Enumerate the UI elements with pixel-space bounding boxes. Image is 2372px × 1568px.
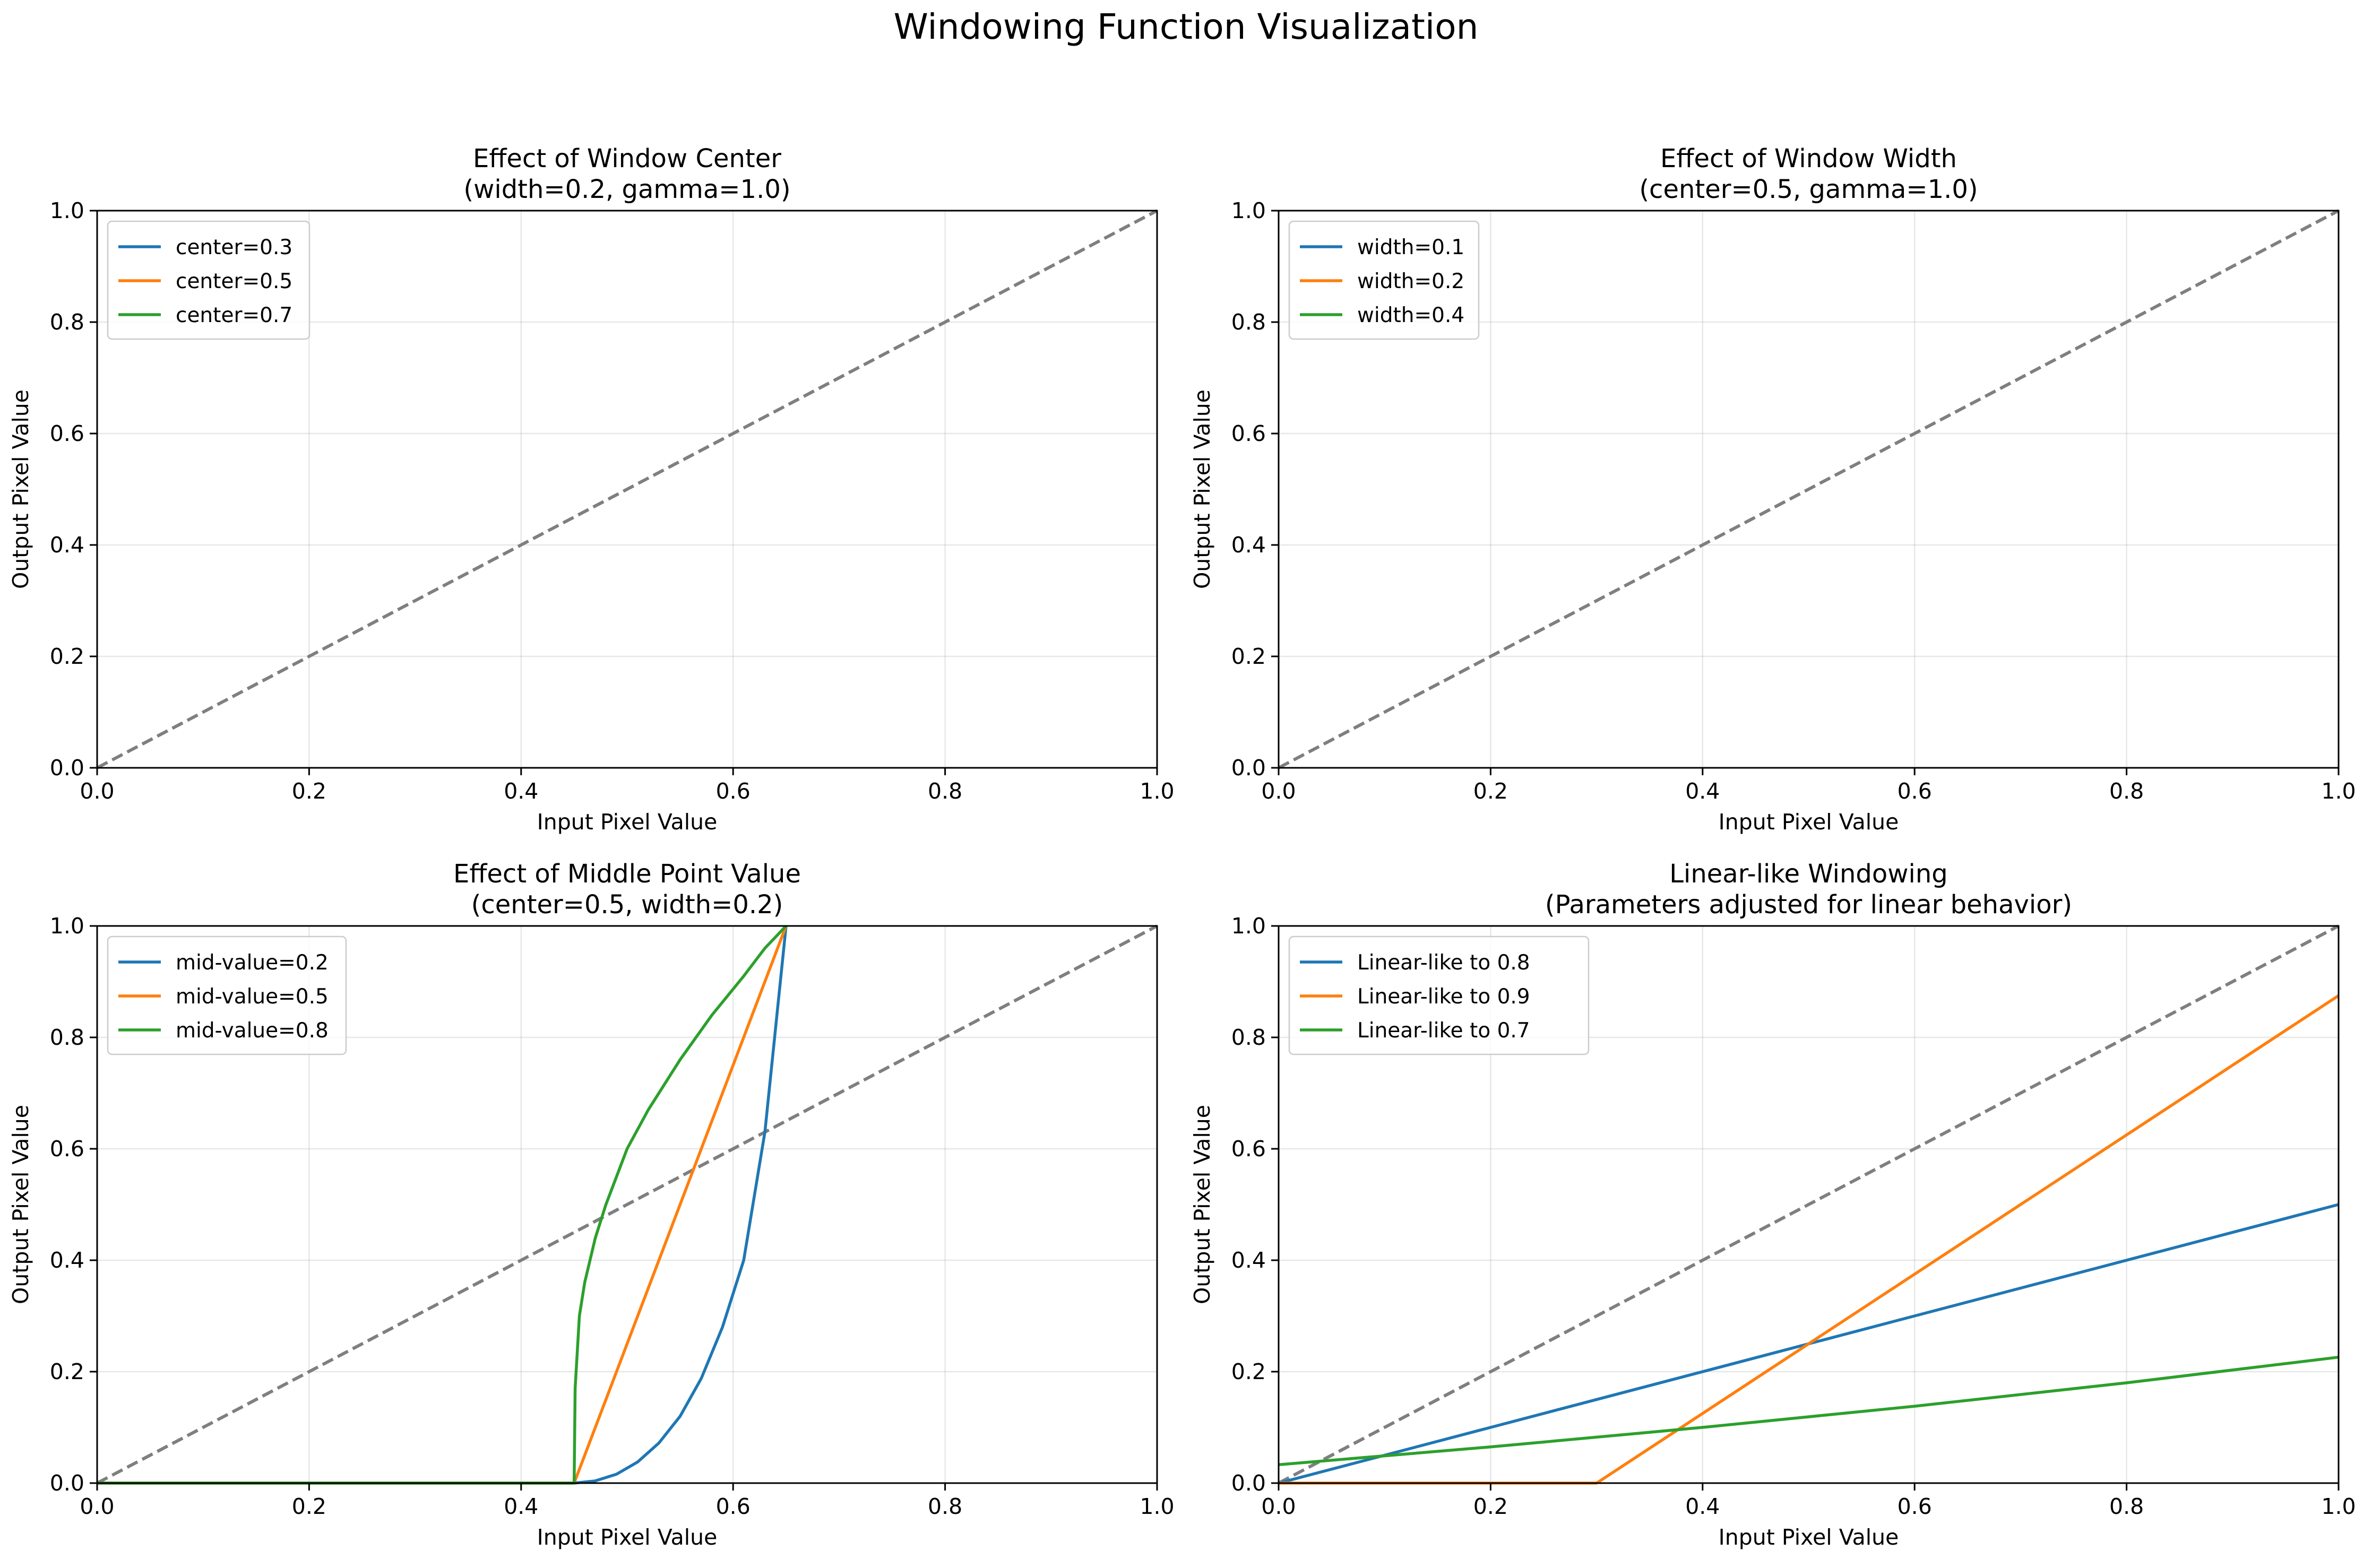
x-tick-label: 0.4 (1685, 778, 1720, 804)
legend-label: mid-value=0.5 (176, 985, 329, 1009)
y-tick-label: 0.4 (1231, 532, 1266, 558)
y-tick-label: 0.8 (50, 1025, 84, 1050)
legend-label: center=0.3 (176, 236, 292, 259)
legend-label: Linear-like to 0.7 (1357, 1019, 1530, 1043)
subplot-2: 0.0 0.2 0.4 0.6 0.8 1.0 0.0 0.2 0.4 0.6 0.8 1.0 Inpu… (1189, 144, 2356, 835)
subplot-3: 0.0 0.2 0.4 0.6 0.8 1.0 0.0 0.2 0.4 0.6 0.8 1.0 Inpu… (8, 859, 1175, 1550)
y-tick-label: 0.4 (1231, 1248, 1266, 1273)
reference-line (96, 924, 1158, 1485)
legend-label: width=0.2 (1357, 270, 1464, 293)
legend-label: Linear-like to 0.8 (1357, 951, 1530, 975)
legend-label: center=0.5 (176, 270, 292, 293)
axes-frame (96, 925, 1158, 1484)
x-tick-label: 1.0 (2321, 1494, 2356, 1519)
x-axis-label: Input Pixel Value (537, 809, 718, 835)
x-tick-label: 1.0 (1140, 1494, 1174, 1519)
subplot-subtitle: (center=0.5, gamma=1.0) (1639, 175, 1978, 204)
legend-box (107, 220, 310, 340)
axes-frame (1278, 925, 2340, 1484)
x-tick-label: 0.0 (1261, 778, 1296, 804)
x-axis-label: Input Pixel Value (1719, 809, 1899, 835)
legend-box (1288, 220, 1480, 340)
y-tick-label: 0.2 (50, 644, 84, 669)
subplot-title: Linear-like Windowing (1669, 859, 1947, 889)
series-line-3 (97, 925, 787, 1485)
y-tick-label: 0.0 (1231, 755, 1266, 781)
x-tick-label: 0.2 (292, 1494, 326, 1519)
y-tick-label: 0.8 (1231, 309, 1266, 335)
x-tick-label: 0.2 (1473, 1494, 1508, 1519)
x-tick-label: 0.8 (2109, 778, 2144, 804)
y-axis-label: Output Pixel Value (1189, 1105, 1215, 1304)
legend-label: width=0.4 (1357, 304, 1464, 327)
y-tick-label: 0.4 (50, 1248, 84, 1273)
y-tick-label: 0.2 (1231, 644, 1266, 669)
figure-title: Windowing Function Visualization (893, 6, 1479, 47)
y-tick-label: 0.0 (50, 1470, 84, 1496)
reference-line (1278, 924, 2340, 1485)
x-tick-label: 0.6 (1897, 778, 1932, 804)
y-tick-label: 0.0 (1231, 1470, 1266, 1496)
x-axis-label: Input Pixel Value (537, 1524, 718, 1550)
axes-frame (96, 210, 1158, 769)
x-tick-label: 0.8 (2109, 1494, 2144, 1519)
x-tick-label: 0.4 (504, 778, 538, 804)
x-tick-label: 0.6 (716, 778, 751, 804)
y-axis-label: Output Pixel Value (1189, 389, 1215, 589)
x-tick-label: 0.8 (928, 778, 962, 804)
axes-frame (1278, 210, 2340, 769)
y-tick-label: 0.4 (50, 532, 84, 558)
x-tick-label: 1.0 (1140, 778, 1174, 804)
subplot-subtitle: (center=0.5, width=0.2) (471, 890, 783, 920)
x-axis-label: Input Pixel Value (1719, 1524, 1899, 1550)
y-tick-label: 1.0 (1231, 198, 1266, 223)
x-tick-label: 0.4 (1685, 1494, 1720, 1519)
legend-label: mid-value=0.2 (176, 951, 329, 975)
series-line-2 (1279, 994, 2340, 1485)
y-axis-label: Output Pixel Value (8, 1105, 33, 1304)
y-tick-label: 0.8 (50, 309, 84, 335)
subplot-1: 0.0 0.2 0.4 0.6 0.8 1.0 0.0 0.2 0.4 0.6 0.8 1.0 Inpu… (8, 144, 1175, 835)
legend-label: mid-value=0.8 (176, 1019, 329, 1043)
x-tick-label: 0.6 (716, 1494, 751, 1519)
reference-line (96, 209, 1158, 769)
y-tick-label: 1.0 (1231, 913, 1266, 939)
y-tick-label: 0.6 (50, 421, 84, 446)
legend-label: center=0.7 (176, 304, 292, 327)
y-tick-label: 0.6 (1231, 421, 1266, 446)
x-tick-label: 0.2 (292, 778, 326, 804)
y-tick-label: 0.6 (1231, 1136, 1266, 1162)
reference-line (1278, 209, 2340, 769)
legend-box (107, 935, 347, 1055)
series-line-1 (97, 925, 788, 1485)
x-tick-label: 1.0 (2321, 778, 2356, 804)
x-tick-label: 0.6 (1897, 1494, 1932, 1519)
subplot-subtitle: (Parameters adjusted for linear behavior… (1545, 890, 2072, 920)
subplot-title: Effect of Middle Point Value (453, 859, 801, 889)
x-tick-label: 0.2 (1473, 778, 1508, 804)
y-axis-label: Output Pixel Value (8, 389, 33, 589)
y-tick-label: 0.8 (1231, 1025, 1266, 1050)
subplot-4: 0.0 0.2 0.4 0.6 0.8 1.0 0.0 0.2 0.4 0.6 0.8 1.0 Inpu… (1189, 859, 2356, 1550)
y-tick-label: 0.6 (50, 1136, 84, 1162)
subplot-title: Effect of Window Center (473, 144, 781, 174)
legend-box (1288, 935, 1590, 1055)
subplot-subtitle: (width=0.2, gamma=1.0) (463, 175, 790, 204)
subplot-title: Effect of Window Width (1660, 144, 1957, 174)
x-tick-label: 0.0 (1261, 1494, 1296, 1519)
series-line-3 (1278, 1355, 2339, 1467)
y-tick-label: 0.2 (50, 1359, 84, 1384)
x-tick-label: 0.4 (504, 1494, 538, 1519)
x-tick-label: 0.0 (80, 778, 114, 804)
y-tick-label: 1.0 (50, 913, 84, 939)
y-tick-label: 1.0 (50, 198, 84, 223)
x-tick-label: 0.0 (80, 1494, 114, 1519)
legend-label: Linear-like to 0.9 (1357, 985, 1530, 1009)
x-tick-label: 0.8 (928, 1494, 962, 1519)
legend-label: width=0.1 (1357, 236, 1464, 259)
y-tick-label: 0.2 (1231, 1359, 1266, 1384)
y-tick-label: 0.0 (50, 755, 84, 781)
